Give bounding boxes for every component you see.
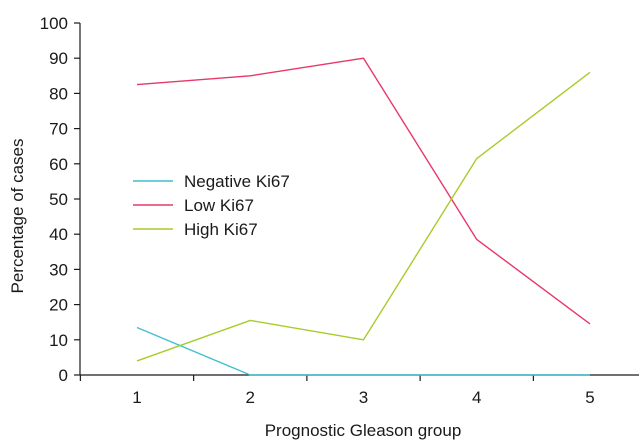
- series-lines: [136, 57, 591, 376]
- y-tick-label: 80: [49, 84, 68, 103]
- y-tick-label: 0: [59, 366, 68, 385]
- series-line: [136, 57, 591, 325]
- x-axis: 1 2 3 4 5: [79, 374, 639, 407]
- series-line: [136, 326, 590, 376]
- series-line: [136, 71, 591, 362]
- y-tick-label: 100: [40, 14, 68, 33]
- y-axis-title: Percentage of cases: [8, 139, 27, 294]
- legend-label: Negative Ki67: [184, 172, 290, 191]
- y-tick-label: 20: [49, 296, 68, 315]
- y-tick-label: 30: [49, 260, 68, 279]
- y-tick-label: 40: [49, 225, 68, 244]
- legend-label: High Ki67: [184, 220, 258, 239]
- y-tick-label: 60: [49, 155, 68, 174]
- y-tick-label: 50: [49, 190, 68, 209]
- legend: Negative Ki67 Low Ki67 High Ki67: [133, 172, 290, 239]
- x-tick-label: 1: [132, 388, 141, 407]
- y-tick-label: 10: [49, 331, 68, 350]
- y-tick-label: 90: [49, 49, 68, 68]
- x-axis-title: Prognostic Gleason group: [265, 421, 462, 440]
- x-tick-label: 5: [585, 388, 594, 407]
- legend-label: Low Ki67: [184, 196, 254, 215]
- x-tick-label: 4: [472, 388, 481, 407]
- x-tick-label: 2: [246, 388, 255, 407]
- x-tick-label: 3: [359, 388, 368, 407]
- y-tick-label: 70: [49, 120, 68, 139]
- y-axis: 0 10 20 30 40 50 60 70 80 90 100: [40, 14, 81, 385]
